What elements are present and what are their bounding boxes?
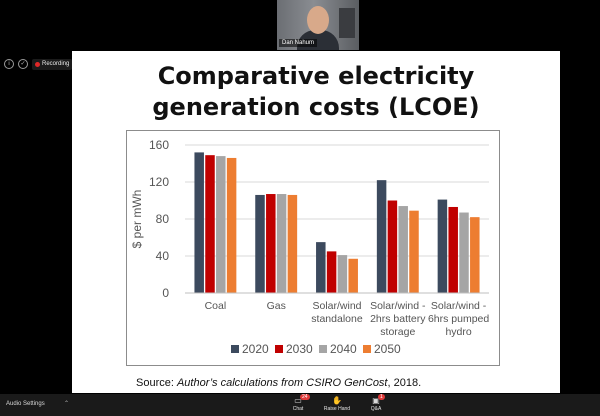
bar-2030-2 [326,251,337,293]
bar-2050-2 [348,258,358,293]
participant-name: Dan Nahum [279,39,318,47]
bar-2020-1 [255,194,265,293]
legend-label-2030: 2030 [286,342,313,356]
legend-swatch-2050 [363,345,371,353]
raise-hand-label: Raise Hand [323,406,351,412]
audio-settings-button[interactable]: Audio Settings [6,401,45,407]
source-prefix: Source: [136,377,177,389]
shield-icon[interactable]: ✓ [18,59,28,69]
video-shelf [339,8,355,38]
qa-button[interactable]: ▣ 1 Q&A [359,394,393,416]
meeting-status-bar: i ✓ Recording [4,58,73,70]
bar-2050-3 [409,210,419,293]
bar-2020-2 [316,242,326,293]
bar-2050-1 [287,194,298,293]
category-label: 2hrs battery [370,313,426,325]
bar-2050-0 [226,157,237,293]
chat-icon: ▭ 24 [294,394,310,405]
y-tick-label: 120 [149,175,169,189]
legend-label-2050: 2050 [374,342,401,356]
bar-2030-4 [448,206,458,293]
bar-2030-1 [266,194,276,293]
y-tick-label: 40 [156,249,170,263]
legend-swatch-2030 [275,345,283,353]
participant-video-thumbnail[interactable]: Dan Nahum [277,0,359,50]
slide-source: Source: Author’s calculations from CSIRO… [136,377,421,389]
legend-label-2020: 2020 [242,342,269,356]
category-label: storage [380,326,415,338]
recording-label: Recording [42,61,70,67]
bar-2050-4 [470,217,480,293]
y-axis-label: $ per mWh [130,190,144,249]
bar-2030-3 [387,200,398,293]
chat-button[interactable]: ▭ 24 Chat [281,394,315,416]
category-label: Solar/wind - [431,300,487,312]
audio-caret-icon[interactable]: ⌃ [64,401,70,407]
y-tick-label: 0 [162,286,169,300]
recording-indicator[interactable]: Recording [32,58,73,70]
bar-2040-4 [459,212,469,293]
chat-badge: 24 [300,394,310,400]
category-label: Gas [267,300,286,312]
slide-title-line-1: Comparative electricity [157,62,475,90]
source-author: Author’s calculations from CSIRO [176,377,345,389]
raise-hand-icon: ✋ [332,396,342,405]
y-tick-label: 160 [149,138,169,152]
info-icon[interactable]: i [4,59,14,69]
category-label: Solar/wind [312,300,361,312]
legend-swatch-2020 [231,345,239,353]
category-label: standalone [311,313,363,325]
bar-2040-0 [216,156,226,293]
category-label: Coal [205,300,227,312]
qa-badge: 1 [378,394,385,400]
raise-hand-button[interactable]: ✋ Raise Hand [320,396,354,416]
lcoe-bar-chart: 0 40 80 120 160 $ per mWh Coal Gas Solar/windsta… [130,138,489,356]
bar-2030-0 [205,155,215,293]
bar-2020-0 [194,152,204,293]
chart-frame: 0 40 80 120 160 $ per mWh Coal Gas Solar/wind sta… [126,130,500,366]
qa-icon: ▣ 1 [372,394,385,405]
category-label: hydro [445,326,471,338]
participant-head [307,6,329,34]
bar-2040-1 [276,194,287,293]
qa-label: Q&A [370,406,382,412]
chat-label: Chat [292,406,304,412]
bar-2040-3 [398,206,408,293]
bar-2020-4 [437,199,448,293]
recording-dot-icon [35,61,40,67]
legend-swatch-2040 [319,345,327,353]
category-label: Solar/wind - [370,300,426,312]
shared-slide: Comparative electricity generation costs… [72,51,560,393]
bar-2020-3 [376,180,387,293]
source-suffix: , 2018. [387,377,422,389]
meeting-toolbar: Audio Settings ⌃ ▭ 24 Chat ✋ Raise Hand ▣… [0,394,600,416]
legend-label-2040: 2040 [330,342,357,356]
bar-2040-2 [337,255,348,293]
source-gencost: GenCost [344,377,388,389]
slide-title: Comparative electricity generation costs… [72,61,560,123]
y-tick-label: 80 [156,212,170,226]
category-label: 6hrs pumped [428,313,489,325]
slide-title-line-2: generation costs (LCOE) [152,93,480,121]
